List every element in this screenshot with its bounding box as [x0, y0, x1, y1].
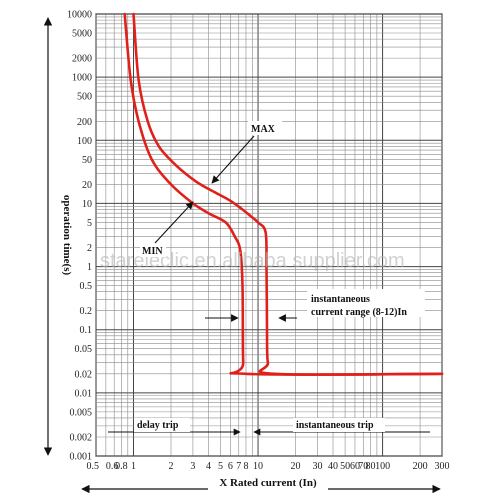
x-tick-label: 100	[375, 461, 390, 472]
y-tick-label: 500	[77, 92, 92, 103]
min-label-box	[140, 243, 166, 257]
x-tick-label: 3	[190, 461, 195, 472]
trip-curves	[123, 12, 444, 376]
inst-range-label-line2: current range (8-12)In	[311, 307, 407, 318]
x-tick-label: 20	[291, 461, 301, 472]
max-label-box	[248, 121, 282, 135]
inst-trip-label: instantaneous trip	[296, 420, 374, 431]
inst-range-label-line1: instantaneous	[311, 294, 370, 305]
min-label: MIN	[142, 246, 163, 257]
curve-max	[132, 12, 444, 376]
y-tick-label: 10000	[67, 10, 92, 21]
y-tick-label: 10	[82, 199, 92, 210]
y-tick-label: 1	[87, 262, 92, 273]
y-tick-label: 0.01	[75, 388, 93, 399]
x-tick-label: 7	[236, 461, 241, 472]
x-tick-label: 5	[218, 461, 223, 472]
plot-area	[95, 13, 443, 457]
y-tick-label: 100	[77, 136, 92, 147]
x-axis-title: X Rated current (In)	[219, 477, 317, 489]
y-tick-label: 5	[87, 218, 92, 229]
y-tick-label: 20	[82, 180, 92, 191]
y-tick-label: 5000	[72, 29, 92, 40]
x-tick-label: 6	[228, 461, 233, 472]
watermark: stareleclic.en.alibaba supplier.com	[100, 250, 405, 272]
y-tick-label: 1000	[72, 73, 92, 84]
grid-lines	[95, 13, 443, 457]
curve-min	[123, 12, 444, 376]
min-pointer	[154, 201, 194, 244]
y-tick-labels: 10000 5000 2000 1000 500 200 100 50 20 10 5 2 1 0.5 0.…	[67, 10, 92, 463]
x-tick-label: 0.5	[87, 461, 100, 472]
delay-trip-label: delay trip	[137, 420, 179, 431]
y-tick-label: 0.001	[70, 452, 93, 463]
x-tick-label: 200	[413, 461, 428, 472]
delay-trip-box	[134, 418, 190, 432]
y-tick-label: 2000	[72, 54, 92, 65]
x-tick-label: 0.8	[115, 461, 128, 472]
y-axis-title: operation time(s)	[61, 195, 73, 276]
inst-range-box	[307, 289, 425, 317]
x-tick-label: 300	[435, 461, 450, 472]
y-tick-label: 0.5	[80, 281, 93, 292]
max-pointer	[211, 135, 255, 184]
y-tick-label: 0.002	[70, 432, 93, 443]
max-label: MAX	[251, 124, 276, 135]
x-tick-label: 1	[131, 461, 136, 472]
y-tick-label: 0.2	[80, 306, 93, 317]
x-tick-label: 0.6	[106, 461, 119, 472]
x-tick-label: 50	[340, 461, 350, 472]
x-tick-label: 2	[168, 461, 173, 472]
y-tick-label: 0.1	[80, 325, 93, 336]
inst-trip-box	[293, 418, 385, 432]
x-tick-label: 4	[206, 461, 211, 472]
x-tick-label: 30	[312, 461, 322, 472]
x-tick-label: 10	[253, 461, 263, 472]
x-tick-label: 60	[350, 461, 360, 472]
x-tick-label: 40	[328, 461, 338, 472]
x-tick-label: 80	[366, 461, 376, 472]
x-tick-label: 70	[358, 461, 368, 472]
y-tick-label: 0.005	[70, 407, 93, 418]
x-tick-label: 8	[243, 461, 248, 472]
y-tick-label: 0.02	[75, 369, 93, 380]
y-tick-label: 2	[87, 243, 92, 254]
y-tick-label: 50	[82, 155, 92, 166]
y-tick-label: 0.05	[75, 344, 93, 355]
y-tick-label: 200	[77, 117, 92, 128]
